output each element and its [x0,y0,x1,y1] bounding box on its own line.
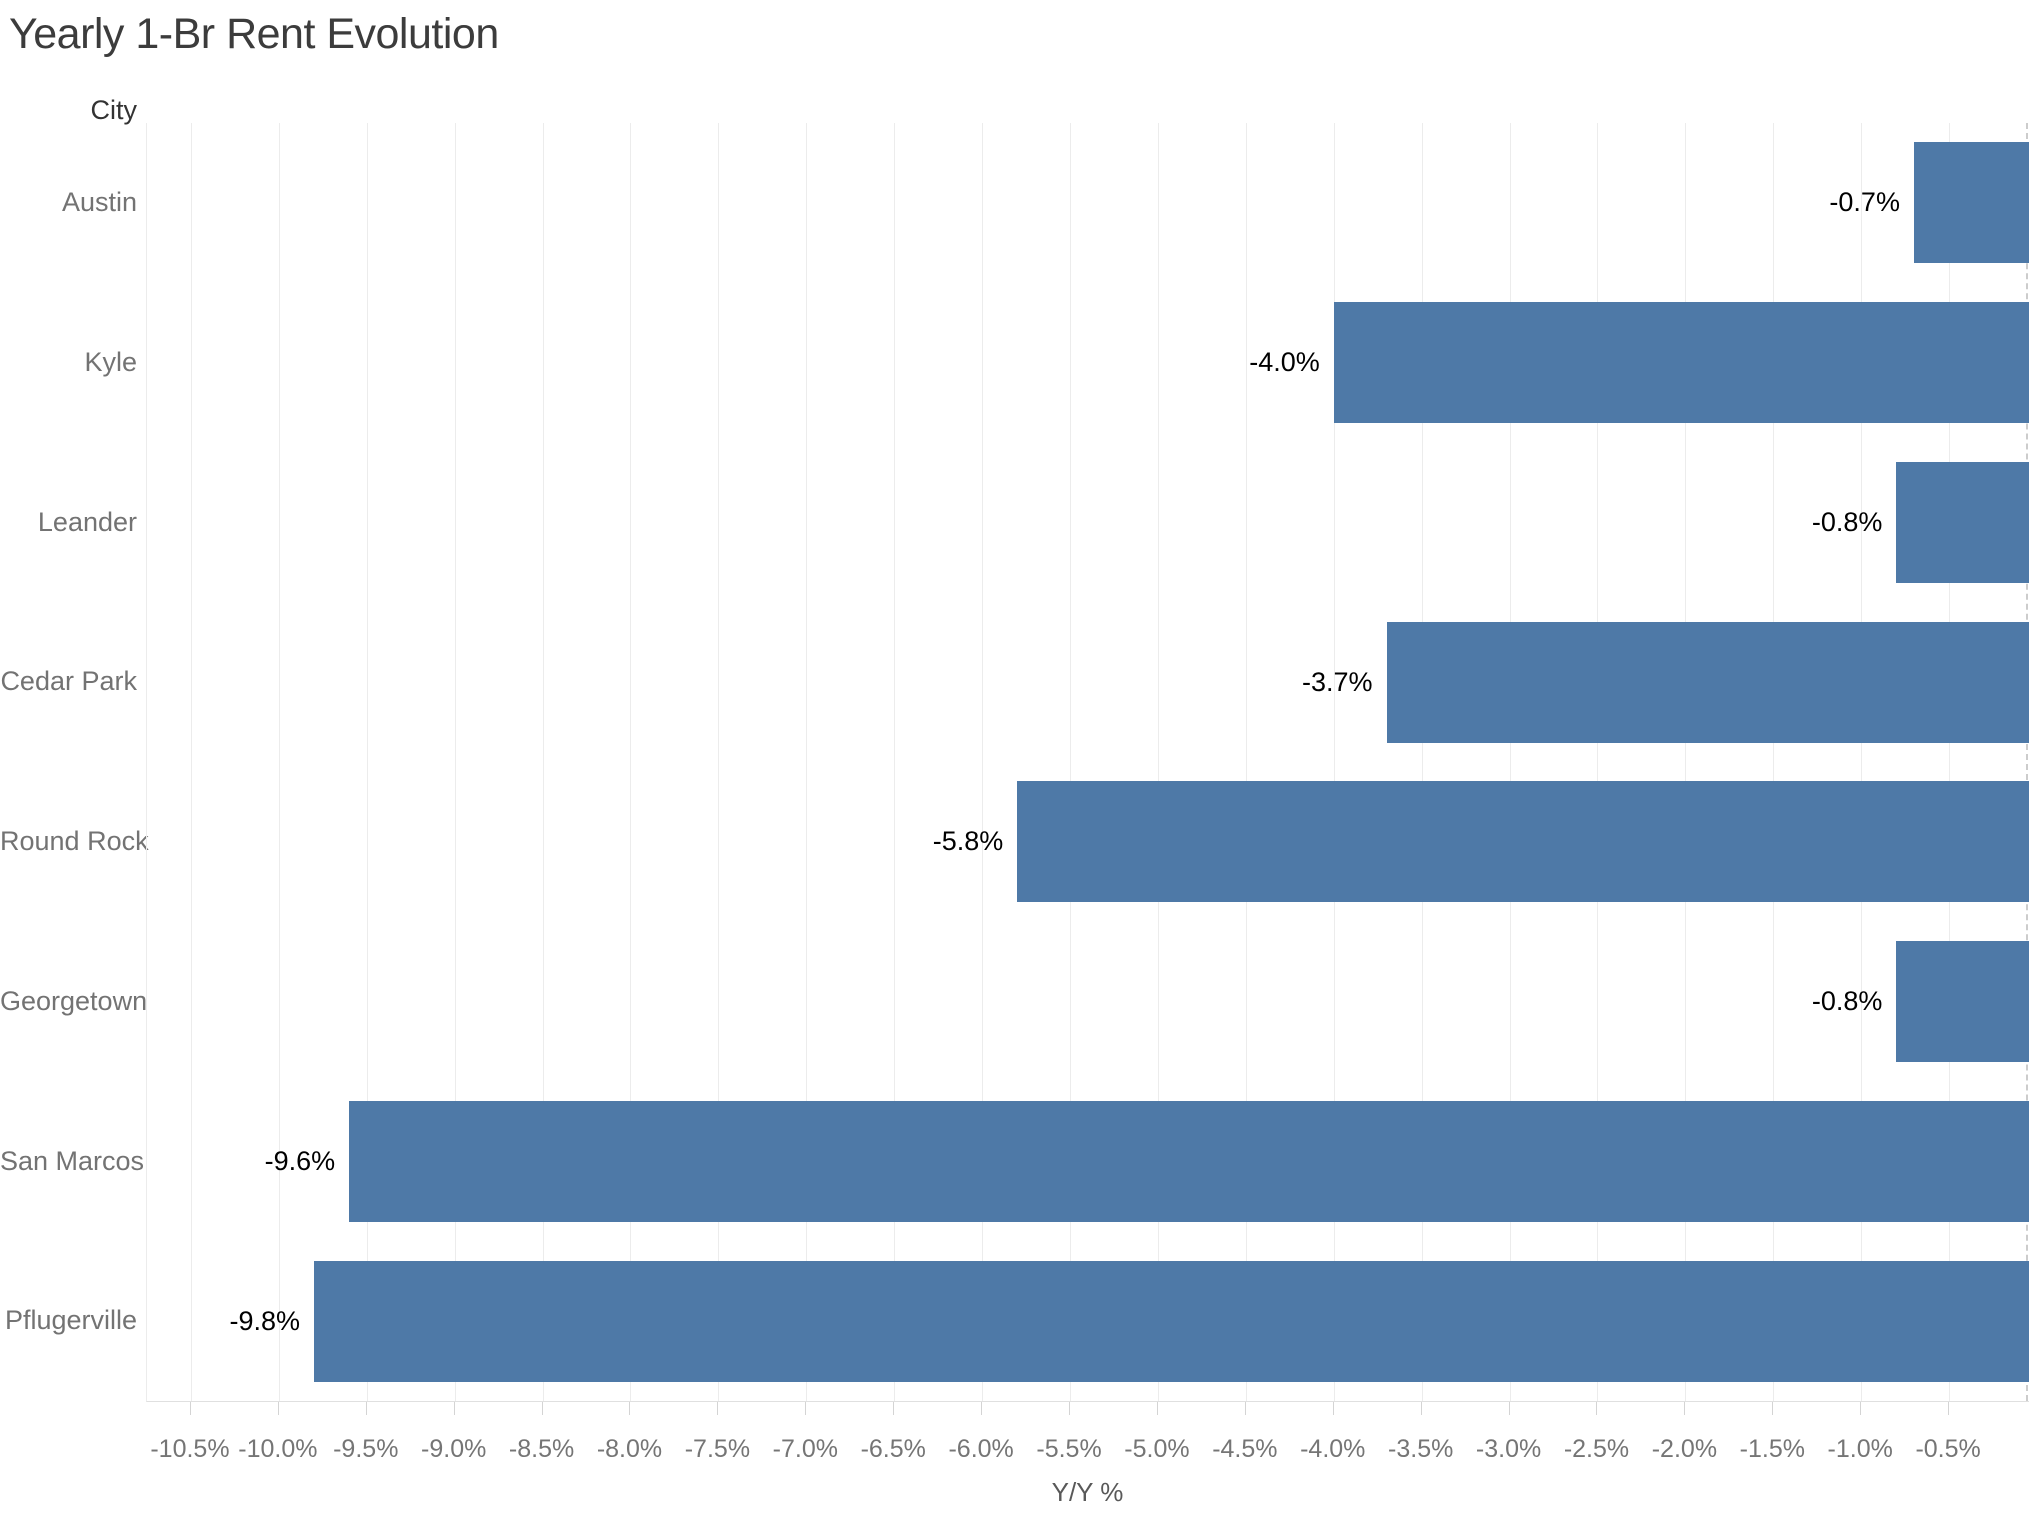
axis-tick-label: -3.5% [1388,1435,1454,1463]
bar-value-label: -9.6% [264,1145,336,1176]
axis-tick-label: -1.0% [1827,1435,1893,1463]
axis-tick-label: -9.5% [333,1435,399,1463]
axis-tick-label: -6.0% [948,1435,1014,1463]
row-label-austin[interactable]: Austin [61,187,137,217]
bar-value-label: -9.8% [229,1305,301,1336]
bar-value-label: -0.8% [1811,986,1883,1017]
axis-tick [1596,1402,1598,1415]
axis-tick-label: -9.0% [421,1435,487,1463]
axis-tick [629,1402,631,1415]
axis-tick [1860,1402,1862,1415]
axis-tick-label: -1.5% [1739,1435,1805,1463]
axis-tick-label: -2.5% [1563,1435,1630,1463]
axis-tick [1948,1402,1950,1415]
gridline [982,123,984,1401]
axis-tick-label: -3.0% [1475,1435,1542,1463]
axis-tick-label: -10.0% [238,1435,318,1463]
bar-austin[interactable] [1913,142,2029,264]
axis-tick [453,1402,455,1415]
bar-san-marcos[interactable] [349,1100,2029,1222]
axis-tick-label: -0.5% [1915,1435,1981,1463]
axis-tick [1508,1402,1510,1415]
gridline [1245,123,1247,1401]
axis-tick-label: -5.5% [1036,1435,1102,1463]
axis-clip-indicator [2026,123,2028,1401]
gridline [1333,123,1335,1401]
gridline [1421,123,1423,1401]
row-label-cedar-park[interactable]: Cedar Park [0,666,137,697]
gridline [1509,123,1511,1401]
bar-value-label: -0.7% [1829,187,1900,218]
chart-title: Yearly 1-Br Rent Evolution [9,10,499,58]
axis-tick [893,1402,895,1415]
axis-tick-label: -4.0% [1300,1435,1366,1463]
bar-cedar-park[interactable] [1386,621,2029,743]
bar-leander[interactable] [1896,461,2029,583]
axis-tick-label: -6.5% [860,1435,926,1463]
axis-tick [1244,1402,1246,1415]
bar-pflugerville[interactable] [314,1260,2029,1382]
gridline [1685,123,1687,1401]
axis-tick [1332,1402,1334,1415]
gridline [718,123,720,1401]
bar-value-label: -4.0% [1249,347,1320,378]
axis-tick [1156,1402,1158,1415]
gridline [1949,123,1951,1401]
gridline [894,123,896,1401]
bar-kyle[interactable] [1333,302,2029,424]
axis-tick [1420,1402,1422,1415]
axis-tick-label: -8.0% [596,1435,663,1463]
gridline [454,123,456,1401]
gridline [366,123,368,1401]
axis-tick [717,1402,719,1415]
bar-georgetown[interactable] [1896,941,2029,1063]
axis-tick-label: -10.5% [150,1435,230,1463]
axis-tick [365,1402,367,1415]
gridline [1773,123,1775,1401]
bar-value-label: -3.7% [1301,666,1373,697]
axis-tick-label: -8.5% [508,1435,575,1463]
axis-tick-label: -7.0% [772,1435,838,1463]
gridline [1157,123,1159,1401]
axis-tick [277,1402,279,1415]
x-axis-title: Y/Y % [1051,1477,1124,1507]
row-label-pflugerville[interactable]: Pflugerville [4,1305,137,1336]
gridline [630,123,632,1401]
axis-tick-label: -7.5% [684,1435,751,1463]
bar-round-rock[interactable] [1017,781,2029,903]
row-label-leander[interactable]: Leander [37,506,137,537]
row-label-round-rock[interactable]: Round Rock [0,826,149,856]
gridline [278,123,280,1401]
axis-tick [189,1402,191,1415]
gridline [1070,123,1072,1401]
axis-tick [1772,1402,1774,1415]
axis-tick [981,1402,983,1415]
row-field-label[interactable]: City [90,95,138,125]
axis-tick-label: -2.0% [1651,1435,1718,1463]
plot-area: -0.7% -4.0% -0.8% -3.7% -5.8% -0.8% -9.6% -9.8% [146,123,2029,1402]
axis-tick [1684,1402,1686,1415]
gridline [806,123,808,1401]
bar-value-label: -5.8% [932,826,1004,857]
axis-tick [805,1402,807,1415]
axis-tick-label: -5.0% [1124,1435,1190,1463]
x-axis: Y/Y % -10.5% -10.0% -9.5% -9.0% -8.5% -8.0% -7… [146,1401,2029,1514]
row-label-san-marcos[interactable]: San Marcos [0,1145,145,1176]
gridline [1597,123,1599,1401]
axis-tick [1069,1402,1071,1415]
row-label-georgetown[interactable]: Georgetown [0,985,148,1016]
gridline [190,123,192,1401]
bar-value-label: -0.8% [1811,506,1883,537]
axis-tick [541,1402,543,1415]
row-label-kyle[interactable]: Kyle [84,346,137,377]
axis-tick-label: -4.5% [1212,1435,1278,1463]
gridline [542,123,544,1401]
row-axis: Austin Kyle Leander Cedar Park Round Rock Geo… [0,123,149,1401]
gridline [1861,123,1863,1401]
